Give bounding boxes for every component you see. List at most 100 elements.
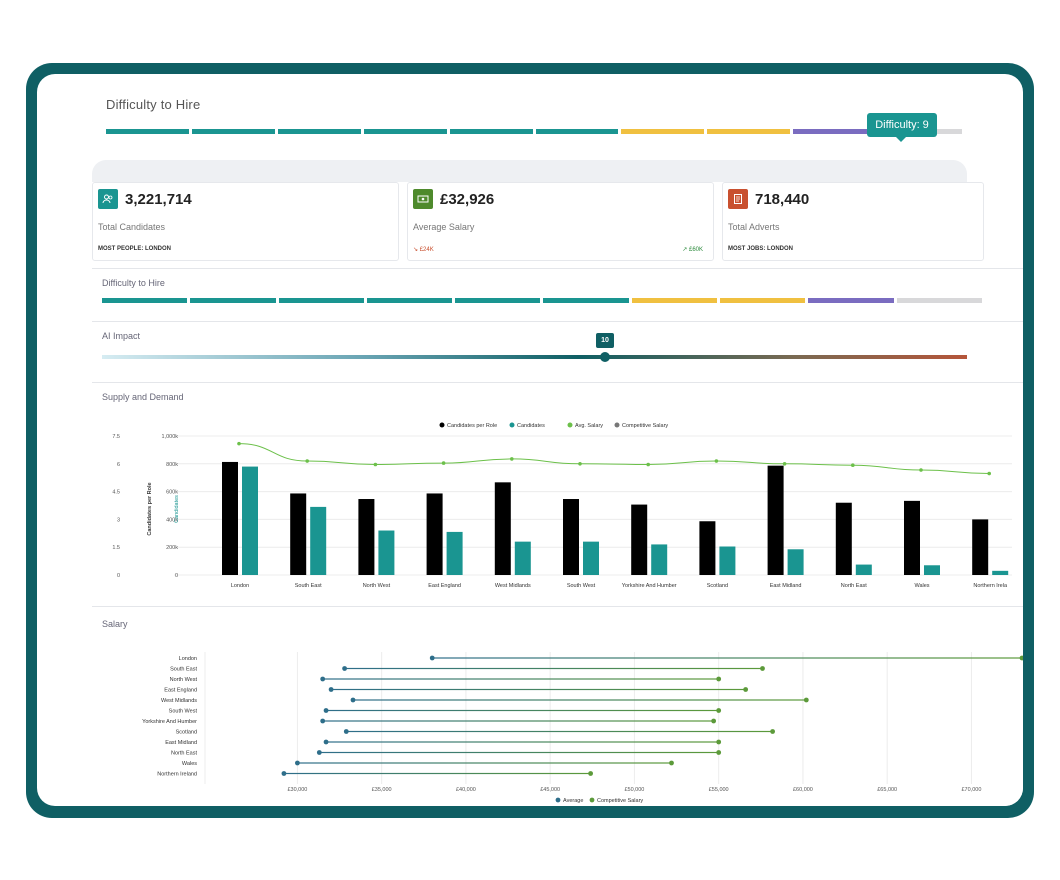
people-icon [98, 189, 118, 209]
y-axis-tick: North West [170, 677, 198, 683]
ai-impact-value: 10 [596, 333, 614, 348]
right-axis-tick: 600k [166, 490, 178, 496]
stat-salary-high: ↗ £60K [682, 247, 703, 253]
y-axis-tick: North East [171, 751, 197, 757]
meter-segment [720, 298, 806, 303]
x-axis-tick: Northern Irela [973, 583, 1008, 589]
meter-segment [366, 298, 453, 303]
bar-candidates-per-role [290, 493, 307, 575]
x-axis-tick: North East [841, 583, 867, 589]
meter-segment [631, 298, 718, 303]
average-salary-point [316, 750, 322, 755]
y-axis-tick: East England [164, 688, 197, 694]
competitive-salary-point [770, 729, 776, 734]
stat-value: £32,926 [440, 191, 495, 208]
x-axis-tick: South East [295, 583, 322, 589]
meter-segment [190, 298, 276, 303]
section-divider [92, 160, 967, 182]
difficulty-header-title: Difficulty to Hire [106, 97, 201, 112]
avg-salary-point [510, 457, 514, 461]
y-axis-tick: West Midlands [161, 698, 197, 704]
average-salary-point [350, 697, 356, 703]
stat-total-candidates: 3,221,714 Total Candidates MOST PEOPLE: … [92, 182, 399, 261]
average-salary-point [342, 666, 347, 671]
bar-candidates [787, 549, 804, 575]
bar-candidates-per-role [904, 500, 920, 575]
salary-range-line [326, 709, 719, 712]
average-salary-point [323, 739, 329, 745]
legend-marker [614, 422, 620, 428]
bar-candidates-per-role [358, 499, 375, 575]
salary-chart: £30,000 £35,000 £40,000 £45,000 £50,000 £55,0… [142, 652, 1023, 804]
stat-value: 3,221,714 [125, 191, 192, 208]
bar-candidates [378, 530, 395, 575]
supply-demand-chart: Candidates per Role Candidates Avg. Salary… [112, 422, 1012, 589]
avg-salary-point [441, 461, 446, 465]
competitive-salary-point [716, 676, 722, 682]
document-icon [728, 189, 748, 209]
competitive-salary-point [716, 708, 722, 713]
avg-salary-point [782, 462, 787, 466]
salary-range-line [326, 741, 719, 743]
legend-label: Average [563, 798, 583, 804]
legend-marker [567, 422, 573, 428]
meter-segment [277, 129, 361, 134]
legend-label: Avg. Salary [575, 423, 603, 429]
stat-salary-low: ↘ £24K [413, 247, 434, 253]
avg-salary-point [305, 459, 309, 463]
left-axis-label: Candidates per Role [147, 482, 153, 535]
average-salary-point [429, 655, 435, 661]
bar-candidates-per-role [631, 504, 648, 575]
average-salary-point [295, 760, 300, 766]
money-icon [413, 189, 433, 209]
competitive-salary-point [711, 718, 717, 724]
competitive-salary-point [716, 750, 722, 755]
stat-average-salary: £32,926 Average Salary ↘ £24K ↗ £60K [407, 182, 714, 261]
legend-marker [509, 422, 515, 428]
bar-candidates-per-role [494, 482, 511, 575]
meter-segment [106, 129, 189, 134]
ai-impact-title: AI Impact [102, 331, 141, 341]
legend-label: Competitive Salary [597, 798, 643, 804]
salary-range-line [322, 720, 714, 722]
competitive-salary-point [716, 739, 722, 745]
avg-salary-point [646, 462, 650, 467]
bar-candidates-per-role [972, 519, 989, 575]
x-axis-tick: £40,000 [456, 787, 476, 793]
legend-label: Candidates per Role [447, 423, 497, 429]
difficulty-header-meter [106, 129, 963, 134]
competitive-salary-point [669, 760, 674, 766]
meter-segment [278, 298, 364, 303]
left-axis-tick: 6 [117, 462, 120, 468]
y-axis-tick: South West [169, 709, 198, 715]
legend-marker [589, 797, 595, 803]
avg-salary-point [714, 459, 719, 463]
bar-candidates [651, 544, 668, 575]
right-axis-tick: 1,000k [161, 434, 178, 440]
y-axis-tick: Yorkshire And Humber [142, 719, 197, 725]
salary-range-line [353, 699, 807, 701]
bar-candidates [242, 466, 258, 575]
x-axis-tick: £50,000 [624, 787, 644, 793]
meter-segment [896, 298, 982, 303]
stat-label: Average Salary [413, 222, 475, 232]
avg-salary-point [851, 463, 855, 467]
salary-range-line [319, 751, 719, 754]
average-salary-point [323, 708, 329, 713]
avg-salary-point [373, 462, 378, 467]
bar-candidates [855, 564, 872, 575]
x-axis-tick: £45,000 [540, 787, 560, 793]
x-axis-tick: Yorkshire And Humber [622, 583, 677, 589]
difficulty-tooltip: Difficulty: 9 [867, 113, 937, 142]
ai-impact-slider-handle[interactable] [600, 352, 610, 362]
right-axis-tick: 0 [175, 573, 178, 579]
average-salary-point [281, 771, 287, 776]
x-axis-tick: £65,000 [877, 787, 897, 793]
left-axis-tick: 3 [117, 517, 120, 523]
left-axis-tick: 0 [117, 573, 120, 579]
stat-label: Total Adverts [728, 222, 780, 232]
salary-range-line [283, 772, 591, 775]
bar-candidates-per-role [767, 465, 784, 575]
meter-segment [455, 298, 541, 303]
y-axis-tick: London [179, 656, 197, 662]
